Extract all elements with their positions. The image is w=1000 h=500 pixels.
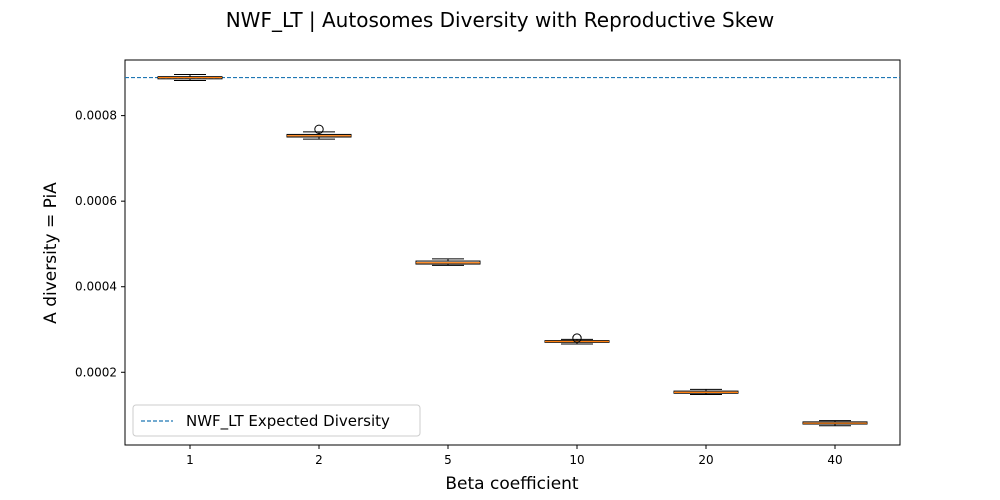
y-tick-label: 0.0008 [75, 109, 117, 123]
outlier-point [314, 124, 324, 135]
x-tick-label: 5 [444, 453, 452, 467]
y-axis-label: A diversity = PiA [41, 182, 61, 324]
x-tick-label: 1 [186, 453, 194, 467]
y-tick-label: 0.0002 [75, 365, 117, 379]
x-axis-label: Beta coefficient [445, 474, 579, 494]
x-tick-label: 10 [569, 453, 584, 467]
box-2 [286, 124, 352, 140]
box-20 [673, 388, 739, 396]
x-tick-label: 20 [698, 453, 713, 467]
legend: NWF_LT Expected Diversity [132, 404, 421, 437]
y-tick-label: 0.0006 [75, 194, 117, 208]
x-tick-label: 40 [827, 453, 842, 467]
y-tick-label: 0.0004 [75, 280, 117, 294]
box-5 [415, 258, 481, 266]
legend-frame [132, 404, 421, 437]
box-40 [802, 420, 868, 427]
outlier-point [572, 333, 582, 343]
box-10 [544, 333, 610, 345]
box-1 [157, 74, 223, 82]
legend-entry-label: NWF_LT Expected Diversity [186, 412, 390, 431]
chart-title: NWF_LT | Autosomes Diversity with Reprod… [226, 8, 775, 32]
x-tick-label: 2 [315, 453, 323, 467]
plot-frame [124, 59, 901, 446]
